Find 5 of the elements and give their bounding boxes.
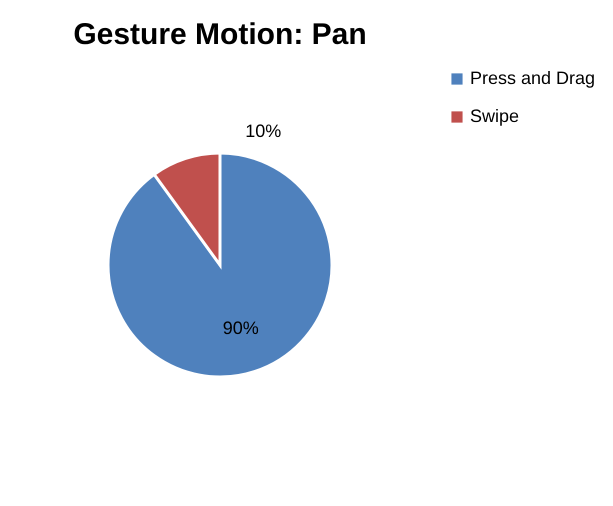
data-label: 10% xyxy=(245,120,282,141)
legend-label: Press and Drag xyxy=(470,68,596,88)
data-label: 90% xyxy=(222,318,259,338)
chart-title: Gesture Motion: Pan xyxy=(73,18,367,51)
legend-label: Swipe xyxy=(470,106,520,126)
